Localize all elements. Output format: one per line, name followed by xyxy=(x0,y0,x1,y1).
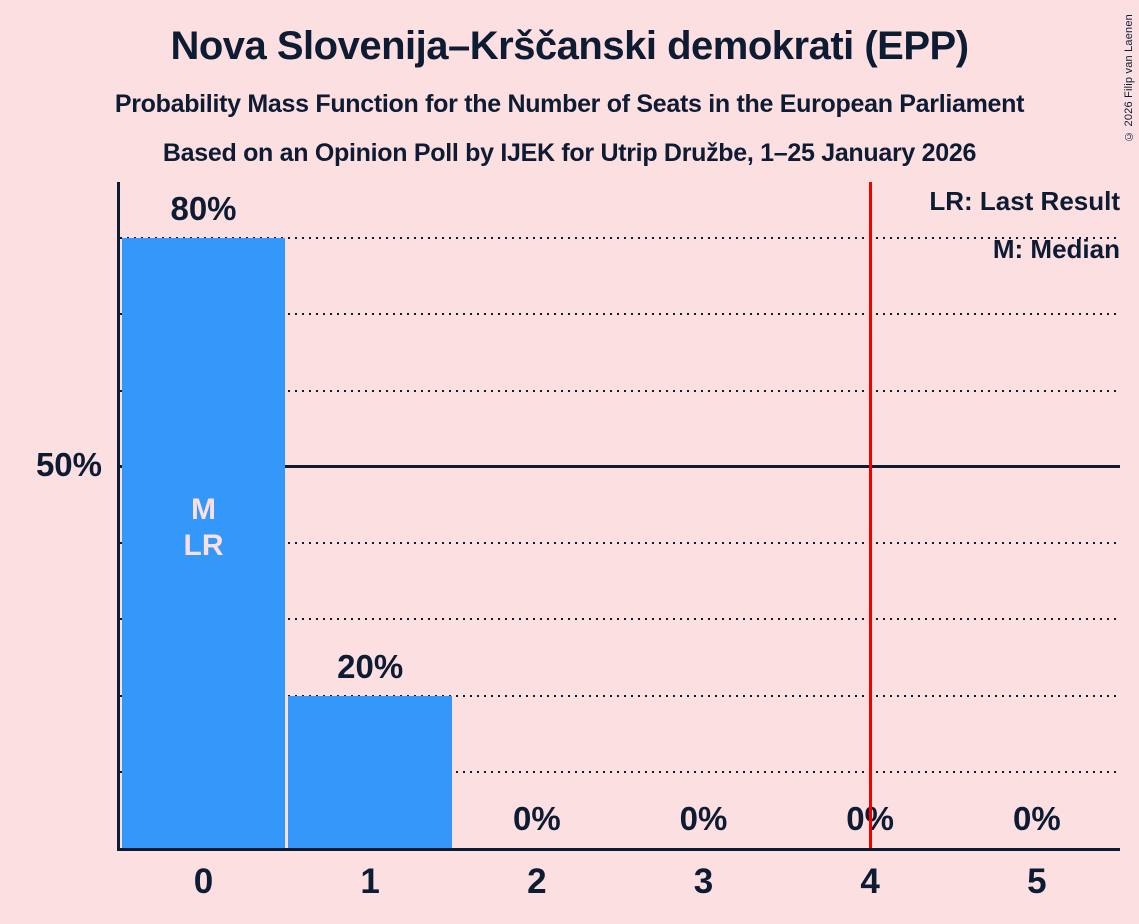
legend-median: M: Median xyxy=(992,234,1120,264)
gridline-dotted xyxy=(120,770,1120,773)
x-tick-0: 0 xyxy=(193,862,214,901)
gridline-dotted xyxy=(120,237,1120,239)
chart-subtitle-pmf: Probability Mass Function for the Number… xyxy=(114,90,1025,118)
x-axis-line xyxy=(117,848,1120,851)
page-title: Nova Slovenija–Krščanski demokrati (EPP) xyxy=(170,24,969,68)
gridline-dotted xyxy=(120,618,1120,621)
x-tick-3: 3 xyxy=(693,862,714,901)
x-tick-2: 2 xyxy=(527,862,547,901)
gridline-dotted xyxy=(120,389,1120,392)
y-axis-line xyxy=(117,182,120,851)
legend-last-result: LR: Last Result xyxy=(929,186,1120,216)
bar-seats-1 xyxy=(288,695,452,848)
x-tick-1: 1 xyxy=(360,862,380,901)
value-label-seats-1: 20% xyxy=(337,647,404,685)
y-axis-tick-label: 50% xyxy=(35,446,102,483)
gridline-solid-50 xyxy=(120,465,1120,469)
x-tick-5: 5 xyxy=(1027,862,1047,901)
legend: LR: Last Result M: Median xyxy=(929,177,1120,273)
bar-seats-0 xyxy=(121,238,286,848)
chart-subtitle-poll: Based on an Opinion Poll by IJEK for Utr… xyxy=(162,139,977,167)
value-label-seats-0: 80% xyxy=(170,190,237,227)
last-result-line xyxy=(869,182,873,848)
gridline-dotted xyxy=(120,542,1120,544)
value-label-seats-3: 0% xyxy=(679,800,728,837)
x-tick-4: 4 xyxy=(860,862,880,901)
plot-area xyxy=(117,182,1120,851)
median-last-result-annotation: M LR xyxy=(183,493,224,562)
value-label-seats-5: 0% xyxy=(1012,800,1061,837)
value-label-seats-2: 0% xyxy=(512,800,561,837)
gridline-dotted xyxy=(120,313,1120,316)
gridline-dotted xyxy=(120,694,1120,697)
copyright-note: © 2026 Filip van Laenen xyxy=(1123,14,1135,142)
